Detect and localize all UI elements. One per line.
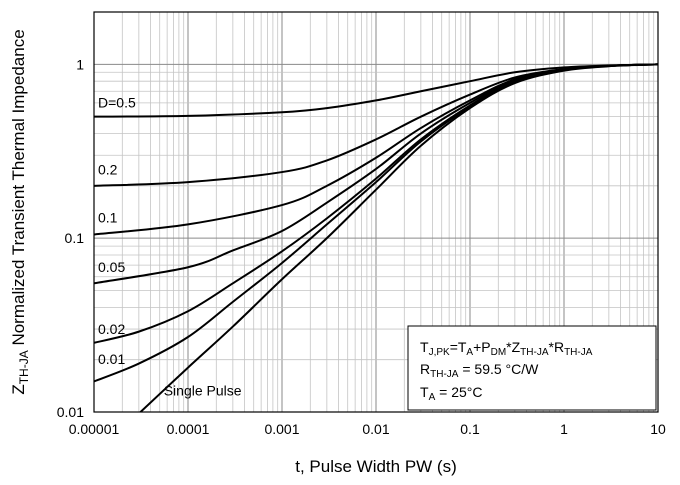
series-line-d-0-5 bbox=[94, 63, 658, 118]
plot-frame bbox=[93, 11, 659, 413]
x-tick-label: 1 bbox=[560, 421, 568, 437]
formula-line-1: TJ,PK=TA+PDM*ZTH-JA*RTH-JA bbox=[420, 339, 593, 358]
y-axis-title-rest: Normalized Transient Thermal Impedance bbox=[9, 29, 28, 350]
x-tick-labels: 0.00001 0.0001 0.001 0.01 0.1 1 10 bbox=[69, 421, 666, 437]
x-tick-label: 10 bbox=[650, 421, 666, 437]
x-tick-label: 0.001 bbox=[264, 421, 299, 437]
series-label-single-pulse: Single Pulse bbox=[164, 382, 242, 398]
y-tick-label: 0.01 bbox=[57, 404, 84, 420]
y-tick-label: 1 bbox=[76, 56, 84, 72]
formula-box-frame bbox=[407, 325, 657, 411]
series-label-0-01: 0.01 bbox=[98, 351, 125, 367]
y-axis-title-z: Z bbox=[9, 384, 28, 394]
formula-box: TJ,PK=TA+PDM*ZTH-JA*RTH-JA RTH-JA = 59.5… bbox=[407, 325, 657, 411]
x-tick-label: 0.1 bbox=[460, 421, 480, 437]
y-tick-labels: 0.01 0.1 1 bbox=[57, 56, 84, 420]
curves bbox=[94, 63, 658, 412]
series-label-0-2: 0.2 bbox=[98, 161, 118, 177]
series-label-0-02: 0.02 bbox=[98, 321, 125, 337]
formula-line-3: TA = 25°C bbox=[420, 384, 482, 403]
x-tick-label: 0.0001 bbox=[167, 421, 210, 437]
y-axis-title: ZTH-JA Normalized Transient Thermal Impe… bbox=[9, 29, 31, 394]
series-label-0-05: 0.05 bbox=[98, 259, 125, 275]
series-line-single-pulse bbox=[139, 63, 658, 412]
series-label-0-1: 0.1 bbox=[98, 209, 118, 225]
x-tick-label: 0.01 bbox=[362, 421, 389, 437]
curve-labels: D=0.5 0.2 0.1 0.05 0.02 0.01 Single Pulse bbox=[98, 95, 242, 399]
formula-line-2: RTH-JA = 59.5 °C/W bbox=[420, 361, 539, 380]
series-label-d-0-5: D=0.5 bbox=[98, 95, 136, 111]
y-axis-title-sub: TH-JA bbox=[17, 350, 31, 384]
x-axis-title: t, Pulse Width PW (s) bbox=[295, 457, 457, 476]
x-tick-label: 0.00001 bbox=[69, 421, 120, 437]
y-tick-label: 0.1 bbox=[65, 230, 85, 246]
